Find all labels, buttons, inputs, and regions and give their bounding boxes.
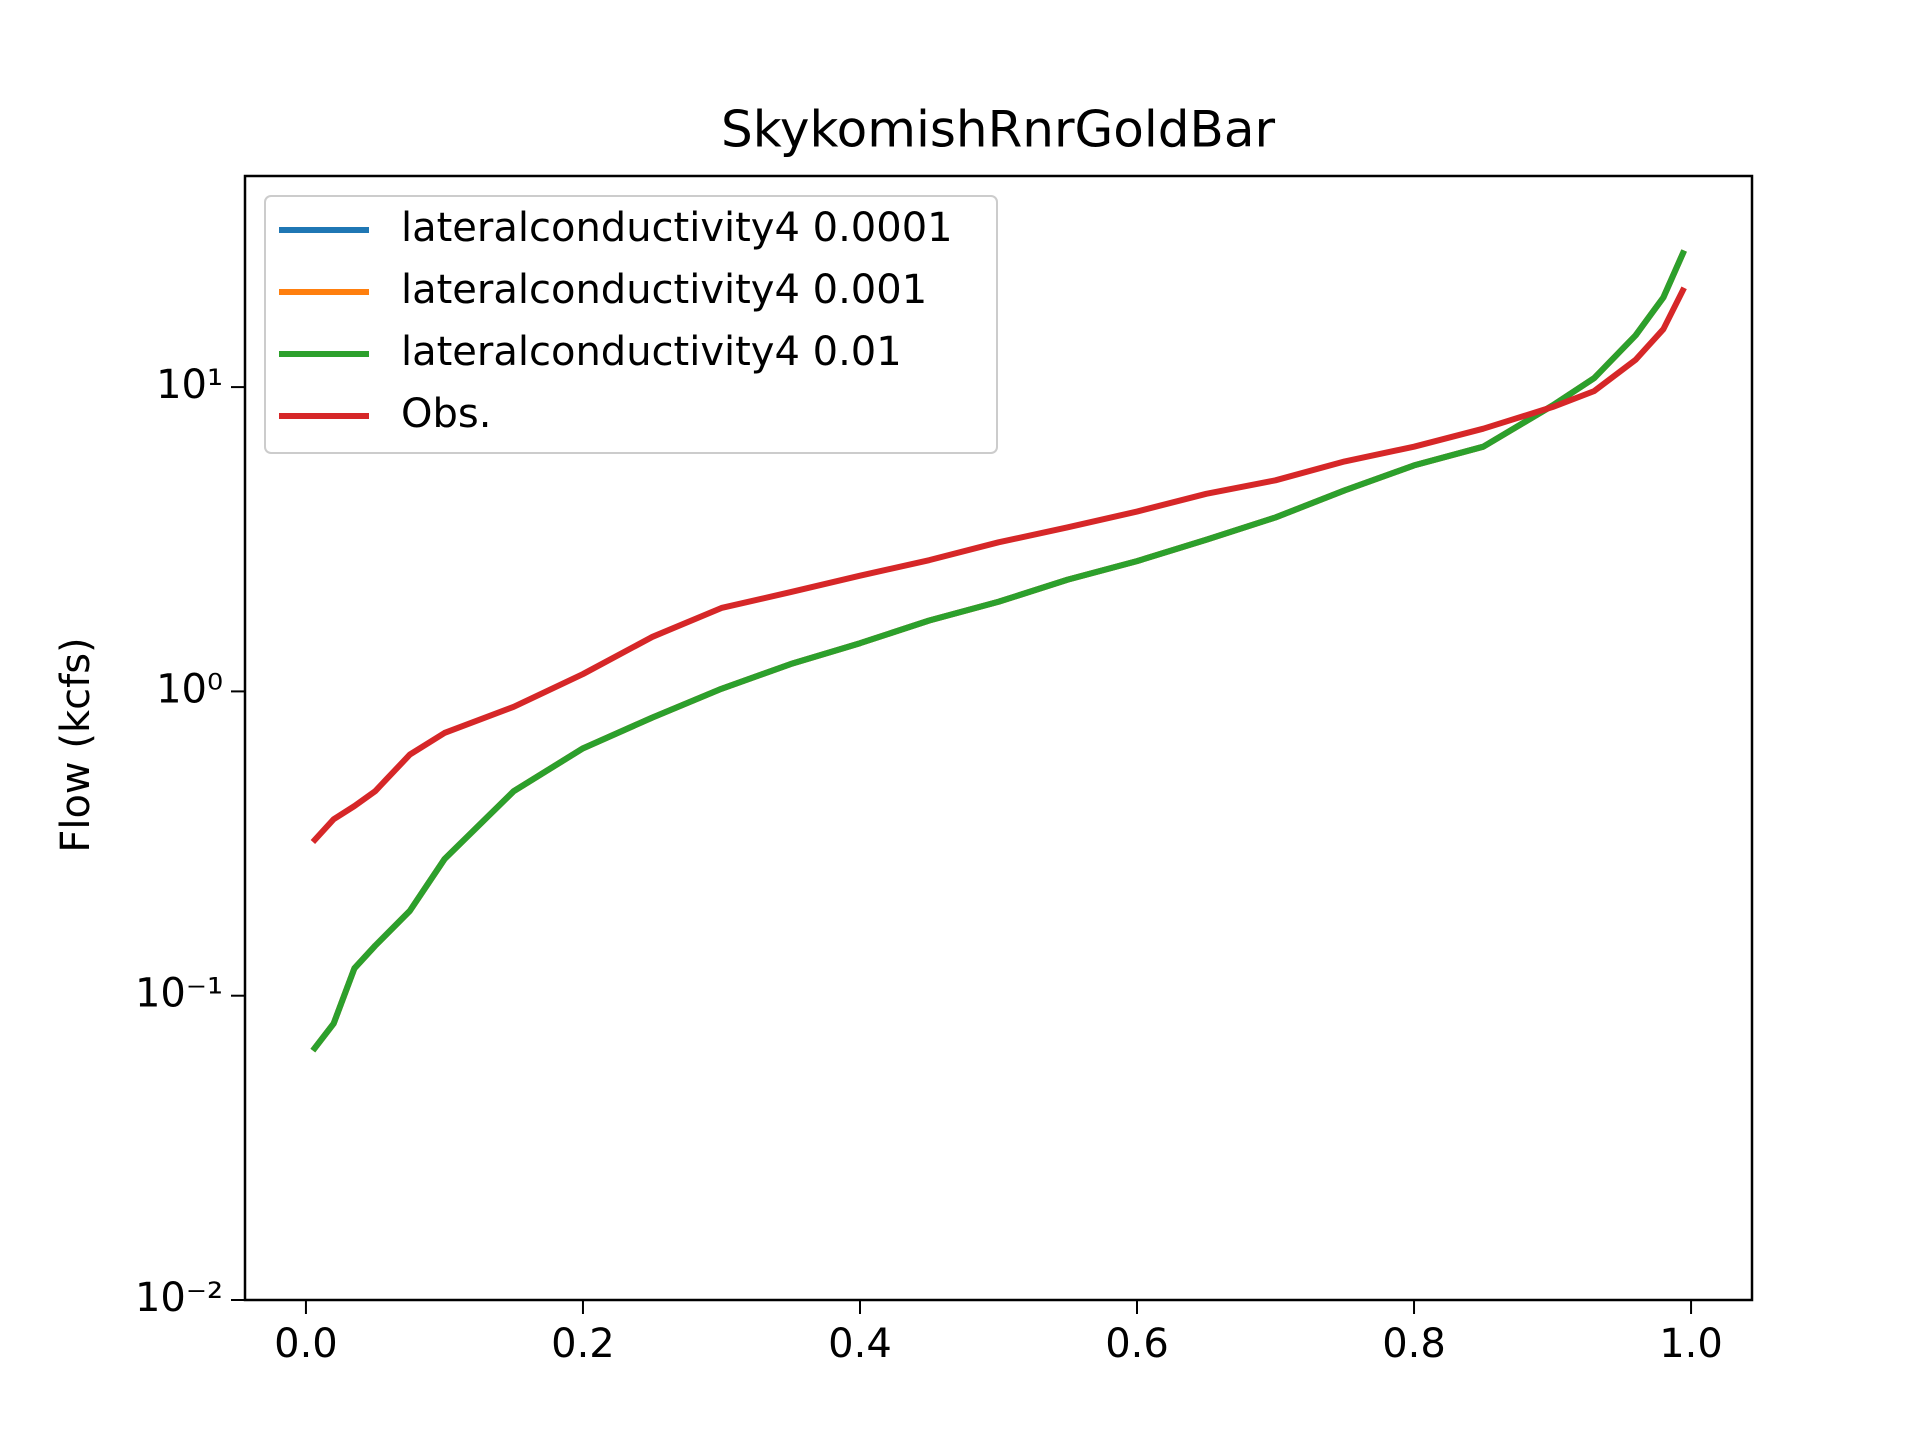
legend-label: Obs. <box>401 391 491 437</box>
plot-frame <box>243 174 1754 1302</box>
legend-label: lateralconductivity4 0.0001 <box>401 205 953 251</box>
x-tick-label: 0.8 <box>1382 1321 1446 1367</box>
x-tick-label: 0.6 <box>1105 1321 1169 1367</box>
legend-label: lateralconductivity4 0.001 <box>401 267 927 313</box>
y-tick-label: 10⁻¹ <box>135 971 223 1017</box>
series-line <box>310 286 1687 845</box>
x-tick-label: 1.0 <box>1659 1321 1723 1367</box>
legend: lateralconductivity4 0.0001 lateralconduc… <box>264 195 998 454</box>
legend-label: lateralconductivity4 0.01 <box>401 329 902 375</box>
y-tick-label: 10¹ <box>156 362 223 408</box>
chart-title: SkykomishRnrGoldBar <box>721 101 1275 159</box>
legend-box <box>264 195 998 454</box>
y-tick-label: 10⁰ <box>156 666 223 712</box>
x-tick-label: 0.2 <box>551 1321 615 1367</box>
x-tick-label: 0.0 <box>274 1321 338 1367</box>
y-tick-label: 10⁻² <box>135 1275 223 1321</box>
x-tick-label: 0.4 <box>828 1321 892 1367</box>
y-axis-label: Flow (kcfs) <box>53 637 99 852</box>
